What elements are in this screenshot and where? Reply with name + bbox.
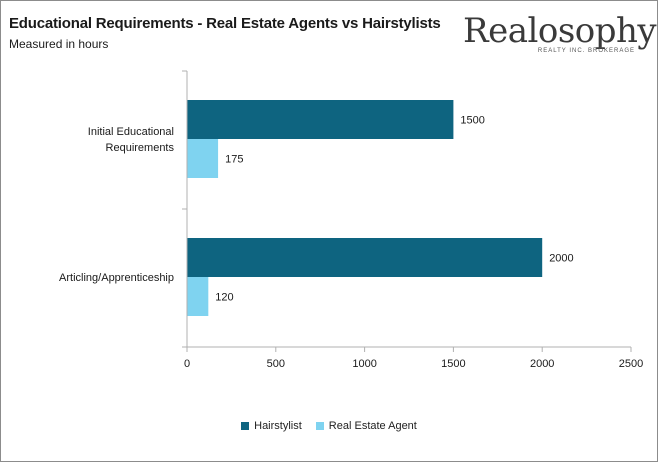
x-tick-label-2: 1000 <box>352 358 376 370</box>
legend-swatch-agent <box>315 422 324 430</box>
brand-name: Realosophy <box>463 11 657 51</box>
legend-item-hairstylist: Hairstylist <box>241 420 302 432</box>
chart-title: Educational Requirements - Real Estate A… <box>9 15 441 32</box>
bar-hairstylist-0 <box>187 100 454 139</box>
chart-subtitle: Measured in hours <box>9 37 109 51</box>
chart-legend: Hairstylist Real Estate Agent <box>1 420 657 432</box>
brand-logo: Realosophy REALTY INC. BROKERAGE <box>463 11 657 54</box>
x-tick-label-5: 2500 <box>619 358 643 370</box>
bar-agent-1 <box>187 277 209 316</box>
legend-label-hairstylist: Hairstylist <box>254 420 302 432</box>
legend-label-agent: Real Estate Agent <box>328 420 417 432</box>
bar-agent-0 <box>187 139 219 178</box>
bar-hairstylist-1 <box>187 238 543 277</box>
x-tick-label-1: 500 <box>267 358 285 370</box>
legend-swatch-hairstylist <box>241 422 250 430</box>
data-label-hairstylist-0: 1500 <box>460 115 484 127</box>
data-label-agent-0: 175 <box>225 154 243 166</box>
x-tick-label-0: 0 <box>184 358 190 370</box>
data-label-agent-1: 120 <box>215 292 233 304</box>
brand-tagline: REALTY INC. BROKERAGE <box>537 48 635 54</box>
category-label-0-line-1: Requirements <box>106 142 175 154</box>
category-label-1-line-0: Articling/Apprenticeship <box>59 272 174 284</box>
legend-item-agent: Real Estate Agent <box>315 420 417 432</box>
x-tick-label-4: 2000 <box>530 358 554 370</box>
x-tick-label-3: 1500 <box>441 358 465 370</box>
data-label-hairstylist-1: 2000 <box>549 253 573 265</box>
category-label-0-line-0: Initial Educational <box>88 126 174 138</box>
